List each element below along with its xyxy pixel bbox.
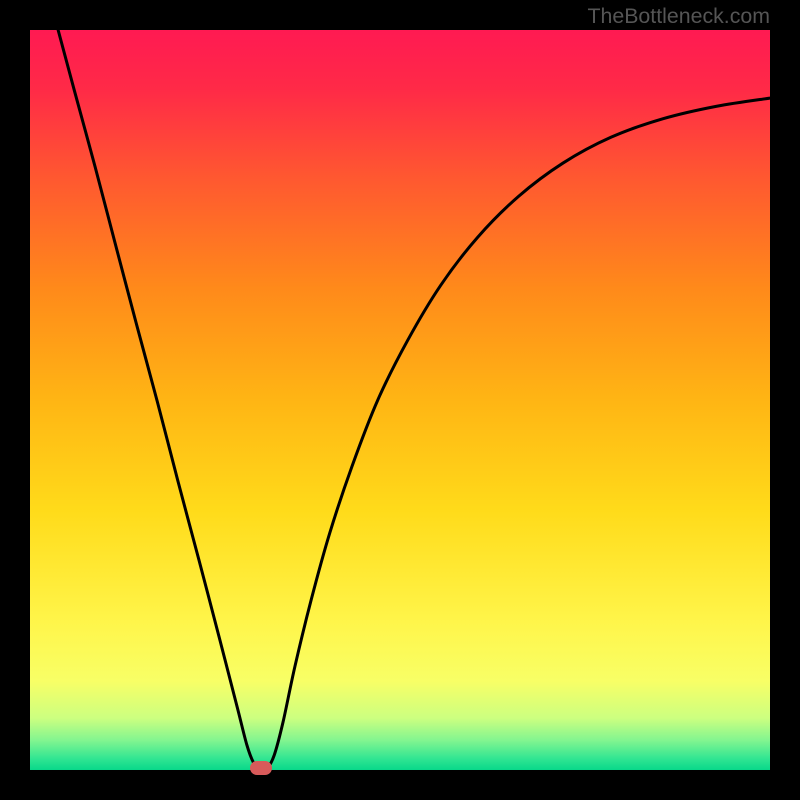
watermark-text: TheBottleneck.com — [587, 4, 770, 29]
plot-area — [30, 30, 770, 770]
chart-frame: TheBottleneck.com — [0, 0, 800, 800]
curve-layer — [30, 30, 770, 770]
min-marker — [250, 761, 272, 775]
bottleneck-curve — [58, 30, 770, 770]
